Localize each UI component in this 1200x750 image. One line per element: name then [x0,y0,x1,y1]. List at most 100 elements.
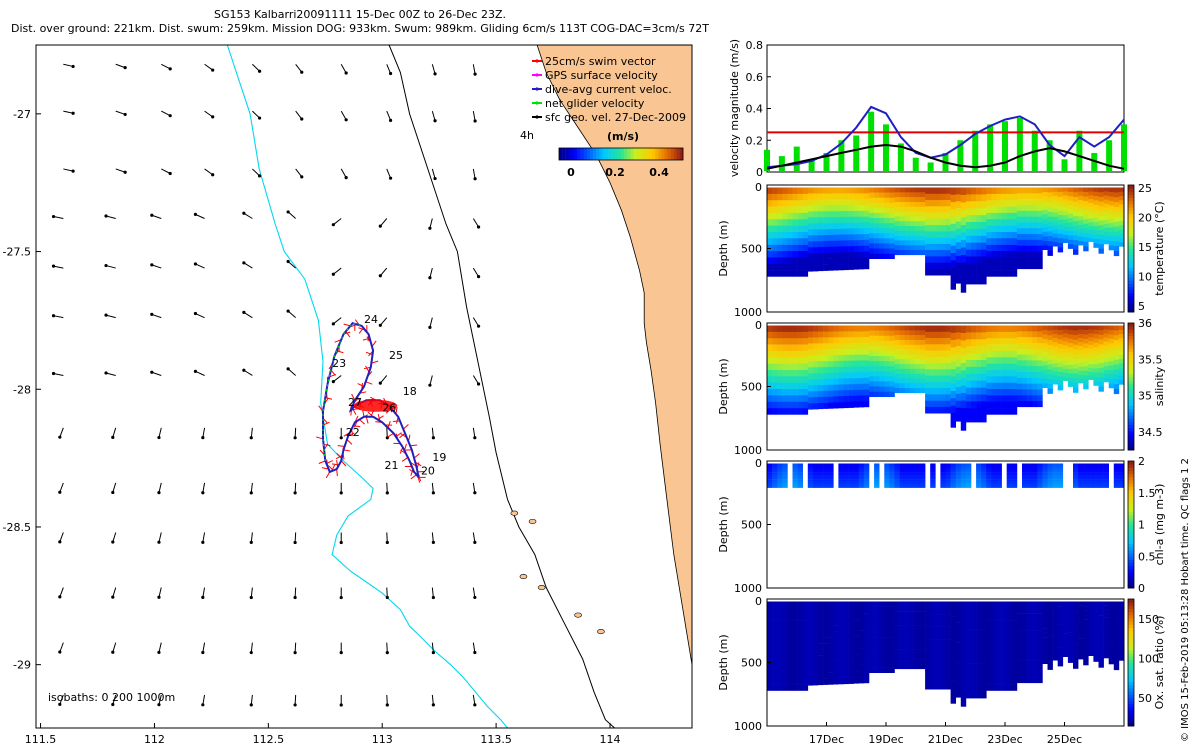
chla-cell [920,485,926,488]
chla-colorbar-cell [1128,559,1134,563]
salinity-cell [1113,388,1120,395]
salinity-cell [991,350,997,358]
sfc-geo-arrow-head [249,595,253,600]
chla-cell [1113,482,1120,485]
oxygen-cell [960,609,967,617]
sfc-geo-arrow-head [58,595,62,599]
oxygen-cell [792,633,798,640]
oxygen-cell [767,626,773,634]
oxygen-cell [828,643,834,650]
oxygen-cell [965,677,972,685]
temperature-cell [1042,192,1048,197]
oxygen-cell [976,629,982,637]
salinity-cell [863,389,870,396]
oxygen-colorbar-cell [1128,716,1134,721]
salinity-cell [909,373,916,379]
oxygen-cell [838,619,844,626]
swim-vector [318,460,326,464]
oxygen-cell [869,647,875,653]
salinity-cell [899,344,905,350]
chla-cell [965,463,972,466]
chla-cell [782,485,788,488]
sfc-geo-arrow-head [431,703,435,707]
sfc-geo-arrow-head [473,540,477,544]
temperature-cell [823,229,829,236]
oxygen-cell [960,698,967,707]
salinity-cell [828,372,834,380]
chla-cell [1027,477,1033,480]
oxygen-cell [971,629,977,637]
chla-cell [976,485,982,488]
chla-cell [1118,484,1125,487]
temperature-cell [1037,210,1043,217]
temperature-cell [996,270,1002,277]
legend-colorbar-cell [605,148,609,160]
temperature-cell [925,231,931,238]
salinity-cell [1022,401,1028,408]
salinity-cell [940,400,946,408]
oxygen-cell [1057,606,1064,612]
salinity-cell [833,396,839,403]
temperature-cell [991,263,997,271]
chla-cell [777,472,783,475]
temperature-cell [884,212,890,219]
oxygen-cell [991,671,997,679]
sfc-geo-arrow [333,317,342,325]
chla-cell [904,484,911,487]
chla-cell [1027,485,1033,488]
salinity-cell [782,344,788,352]
chla-cell [823,468,829,471]
salinity-cell [1078,325,1084,330]
salinity-cell [981,394,987,402]
salinity-cell [1052,380,1058,385]
oxygen-cell [863,607,870,614]
oxygen-cell [767,601,773,609]
temperature-cell [833,205,839,212]
oxygen-cell [914,606,921,612]
oxygen-cell [828,637,834,644]
chla-cell [858,482,865,485]
sfc-geo-arrow [105,372,116,376]
temperature-cell [1073,216,1079,222]
oxygen-cell [838,631,844,638]
temperature-cell [960,225,967,233]
salinity-cell [945,338,951,345]
temperature-cell [914,240,921,246]
salinity-cell [1118,350,1125,356]
oxygen-cell [981,629,987,637]
oxygen-cell [797,658,803,666]
island-4 [574,612,582,618]
chla-cell [874,470,880,473]
oxygen-cell [853,677,860,684]
salinity-cell [823,367,829,374]
net-velocity-bar [1046,140,1053,171]
salinity-cell [879,381,885,387]
chla-cell [823,472,829,475]
temperature-cell [863,251,870,258]
chla-cell [1088,484,1094,487]
oxygen-cell [1006,671,1013,679]
salinity-cell [960,348,967,356]
oxygen-cell [802,652,809,659]
oxygen-cell [1016,648,1023,655]
oxygen-cell [807,673,814,680]
oxygen-cell [940,639,946,646]
sfc-geo-arrow [287,368,296,376]
salinity-cell [1032,395,1038,402]
chla-cell [1037,482,1043,485]
oxygen-cell [1093,605,1099,611]
salinity-cell [1006,382,1013,390]
oxygen-cell [904,640,911,646]
temperature-cell [874,202,880,209]
chla-cell [1006,463,1013,466]
temperature-cell [1027,216,1033,223]
oxygen-cell [1078,634,1084,639]
salinity-cell [1098,367,1104,373]
temperature-cell [1103,211,1109,217]
temperature-cell [869,202,875,209]
chla-cell [843,463,849,466]
oxygen-cell [1011,646,1018,653]
chla-cell [930,465,936,468]
chla-cell [792,467,798,469]
salinity-cell [986,357,992,364]
